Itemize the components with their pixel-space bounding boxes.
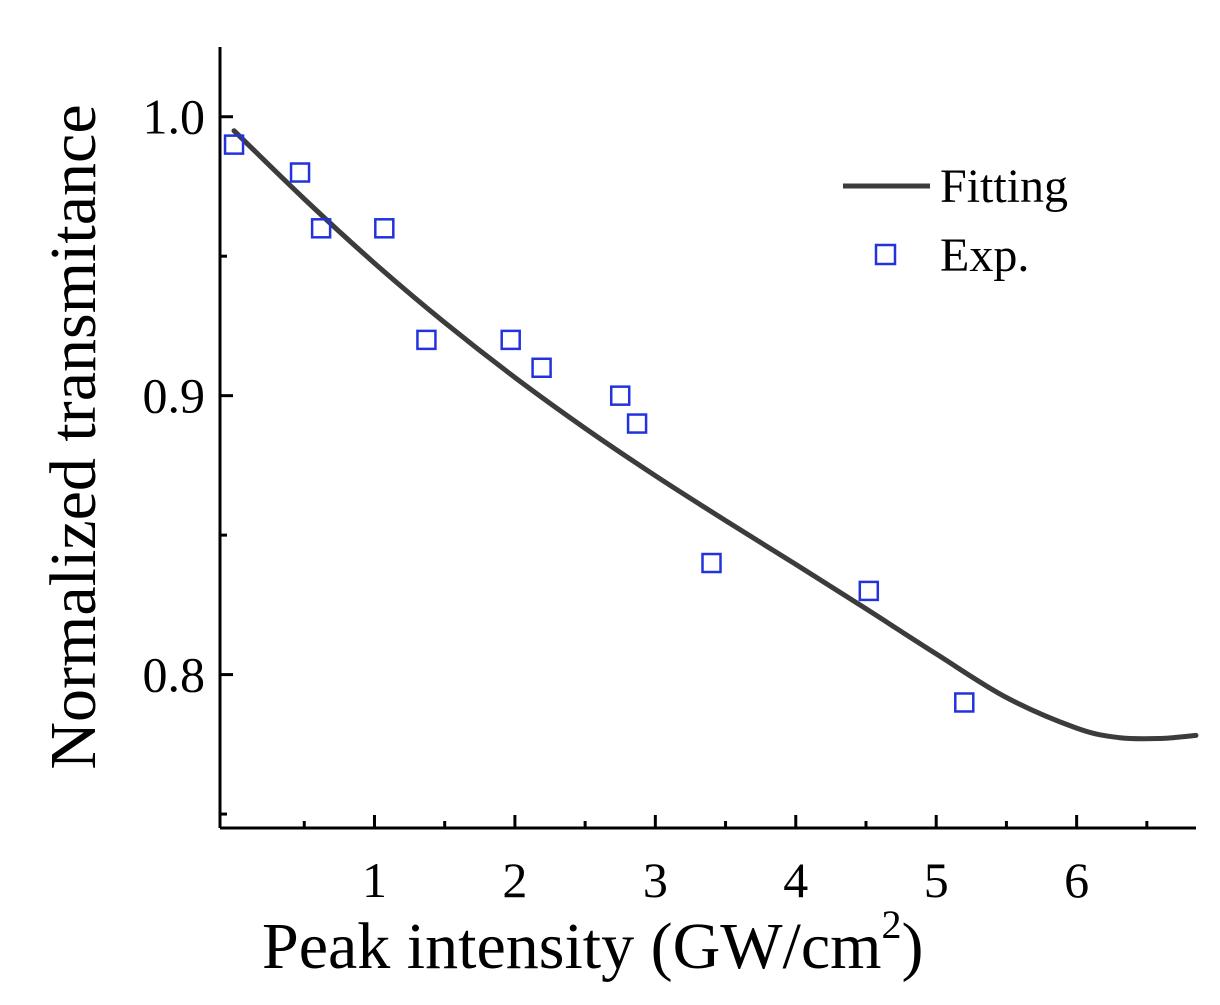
x-tick-label: 6 [1064,852,1089,908]
legend-fitting-label: Fitting [940,160,1068,213]
minor-ticks [220,254,1149,828]
y-tick-label: 1.0 [143,89,206,145]
x-tick-label: 2 [502,852,527,908]
exp-marker [289,162,311,183]
y-tick-label: 0.9 [143,368,206,424]
major-ticks [220,115,1079,828]
exp-marker [374,218,395,239]
exp-marker [858,580,880,602]
exp-marker [223,134,245,155]
y-tick-label: 0.8 [143,647,206,703]
exp-marker [500,329,521,351]
exp-marker [310,218,332,239]
legend-exp-label: Exp. [940,229,1029,282]
x-tick-labels: 1 2 3 4 5 6 [362,852,1089,908]
legend-exp-swatch [874,243,897,266]
exp-marker [609,385,631,406]
x-tick-label: 1 [362,852,387,908]
y-tick-labels: 0.8 0.9 1.0 [143,89,206,703]
exp-marker [954,692,975,713]
exp-marker [531,357,552,379]
fitting-curve [231,128,1199,742]
x-tick-label: 3 [643,852,668,908]
exp-marker [701,552,722,574]
x-tick-label: 5 [924,852,949,908]
exp-marker [416,329,437,351]
x-tick-label: 4 [783,852,808,908]
exp-marker [626,413,648,434]
legend: Fitting Exp. [843,160,1068,282]
y-axis-title: Normalized transmitance [37,104,110,769]
exp-markers [223,134,975,713]
x-axis-title: Peak intensity (GW/cm2) [262,902,924,983]
